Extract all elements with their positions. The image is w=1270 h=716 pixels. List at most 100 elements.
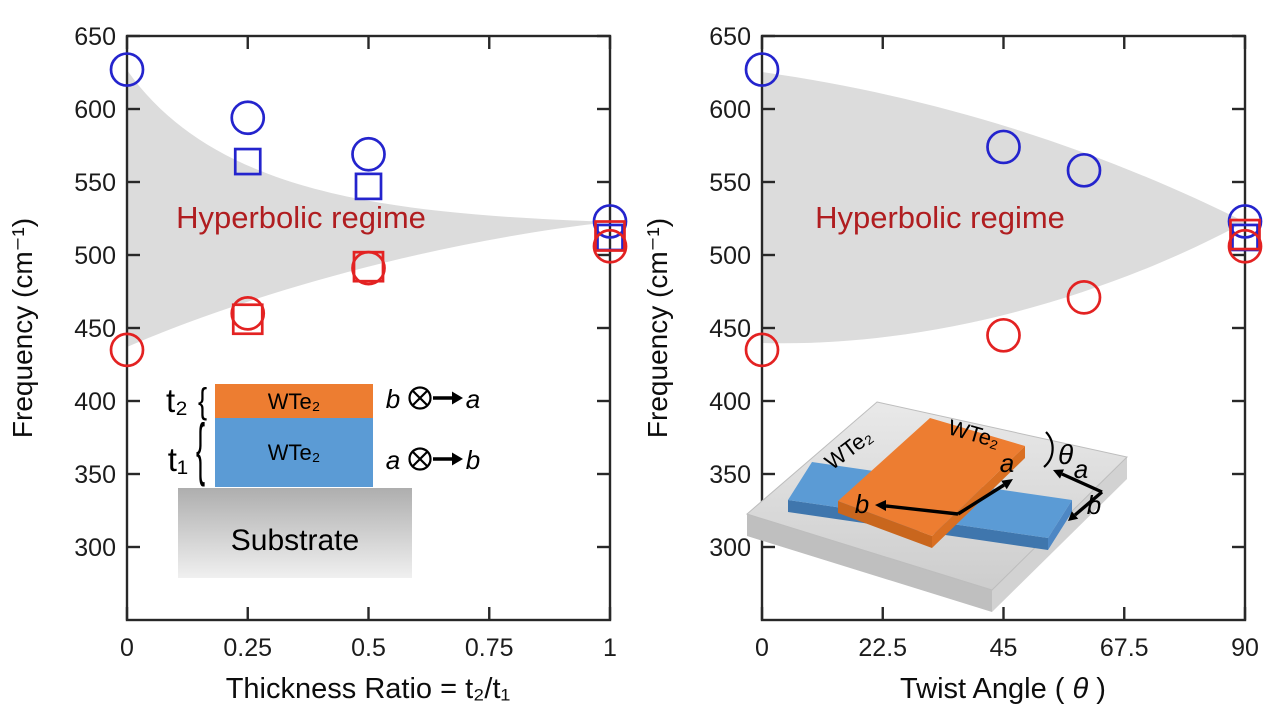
right-data-marker-circle	[744, 332, 780, 368]
right-tick-labels: 0 22.5 45 67.5 90 650 600 550 500 450 400 350 300	[709, 23, 1259, 662]
y-tick-label: 650	[74, 23, 116, 51]
twist-angle-label: θ	[1058, 439, 1073, 470]
right-data-marker-square	[1229, 218, 1261, 251]
top-flake-side-left	[838, 501, 932, 548]
right-arrow-icon	[452, 452, 463, 466]
b-axis-arrow	[885, 504, 959, 516]
x-tick-label: 90	[1231, 634, 1259, 662]
into-page-icon	[408, 386, 432, 410]
hyperbolic-region-left	[127, 70, 610, 347]
top-layer-rect	[215, 384, 373, 418]
bottom-flake-end	[1048, 500, 1072, 550]
left-data-marker-circle	[230, 100, 266, 136]
y-tick-label: 350	[74, 461, 116, 489]
left-data-marker-square	[354, 172, 383, 201]
right-data-marker-circle	[744, 52, 780, 87]
layer-stack-inset: t₂ t₁ { { WTe₂ WTe₂ Substrate b a a	[166, 380, 480, 578]
theta-symbol: θ	[1073, 673, 1089, 705]
left-data-marker-circle	[109, 52, 145, 87]
a-axis-arrow	[1001, 479, 1013, 490]
right-data-marker-circle	[1066, 152, 1102, 188]
b-axis-arrow	[875, 500, 886, 511]
left-data-marker-square	[352, 250, 385, 283]
y-tick-label: 450	[709, 315, 751, 343]
left-x-axis-title: Thickness Ratio = t₂/t₁	[226, 673, 511, 705]
left-panel: Hyperbolic regime 0 0.25 0.5 0.75 1 650 600 550…	[7, 23, 628, 705]
into-page-icon	[411, 450, 429, 468]
left-data-marker-square	[233, 147, 262, 176]
bottom-layer-label: WTe₂	[268, 440, 321, 465]
left-tick-labels: 0 0.25 0.5 0.75 1 650 600 550 500 450 400 350 300	[74, 23, 617, 662]
y-tick-label: 450	[74, 315, 116, 343]
y-tick-label: 600	[709, 96, 751, 124]
y-tick-label: 350	[709, 461, 751, 489]
left-data-marker-circle	[230, 296, 266, 331]
platform-side-right	[992, 457, 1127, 612]
x-tick-label: 0.75	[465, 634, 514, 662]
bottom-layer-rect	[215, 418, 373, 487]
right-data-marker-circle	[986, 317, 1021, 353]
bottom-axes-annotation: a b	[386, 445, 480, 475]
y-tick-label: 500	[709, 242, 751, 270]
x-axis-title-suffix: )	[1096, 673, 1106, 705]
x-axis-title-prefix: Twist Angle (	[900, 673, 1065, 705]
x-tick-label: 0	[120, 634, 134, 662]
bottom-flake-a-label: a	[1074, 454, 1088, 484]
right-arrow-icon	[452, 391, 463, 405]
left-data-marker-square	[594, 220, 626, 252]
bottom-right-axis-label: b	[466, 445, 480, 475]
left-data-marker-circle	[592, 228, 628, 264]
twist-inset: WTe₂ WTe₂ θ b a a b	[745, 401, 1129, 612]
twist-angle-arc	[1043, 431, 1054, 468]
x-tick-label: 0.5	[351, 634, 386, 662]
bottom-flake-b-label: b	[1087, 490, 1101, 520]
t1-brace: {	[196, 412, 205, 488]
top-right-axis-label: a	[466, 384, 480, 414]
bottom-left-axis-label: a	[386, 445, 400, 475]
y-tick-label: 550	[709, 169, 751, 197]
b-axis-arrow	[1068, 511, 1079, 521]
regime-label-right: Hyperbolic regime	[815, 200, 1065, 235]
left-data-marker-circle	[351, 136, 386, 172]
platform-side-left	[747, 514, 992, 612]
y-tick-label: 300	[709, 534, 751, 562]
left-plot-frame	[125, 34, 612, 622]
y-tick-label: 300	[74, 534, 116, 562]
y-tick-label: 400	[74, 388, 116, 416]
right-plot-frame	[760, 34, 1247, 622]
right-data-marker-circle	[1227, 228, 1263, 264]
top-flake-a-label: a	[1000, 448, 1014, 478]
t2-brace: {	[198, 380, 207, 421]
x-tick-label: 67.5	[1100, 634, 1149, 662]
top-layer-label: WTe₂	[268, 389, 321, 414]
a-axis-arrow	[957, 483, 1005, 516]
right-data-marker-circle	[986, 129, 1021, 165]
left-data-marker-circle	[109, 332, 145, 368]
b-axis-arrow	[1073, 490, 1104, 517]
x-tick-label: 0	[755, 634, 769, 662]
top-flake-axes: b a	[855, 448, 1014, 519]
substrate-label: Substrate	[231, 524, 359, 557]
bottom-flake-axes: a b	[1053, 454, 1104, 521]
x-tick-label: 45	[990, 634, 1018, 662]
substrate-rect	[178, 488, 412, 578]
right-panel: Hyperbolic regime 0 22.5 45 67.5 90 650 600 550…	[642, 23, 1263, 705]
top-left-axis-label: b	[386, 384, 400, 414]
a-axis-arrow	[1061, 472, 1103, 494]
into-page-icon	[411, 389, 429, 407]
x-tick-label: 0.25	[223, 634, 272, 662]
right-y-axis-title: Frequency (cm⁻¹)	[642, 218, 673, 438]
t1-label: t₁	[168, 441, 188, 478]
y-tick-label: 500	[74, 242, 116, 270]
into-page-icon	[408, 447, 432, 471]
top-flake-side-right	[932, 446, 1025, 548]
right-x-axis-title: Twist Angle ( θ )	[900, 673, 1106, 705]
x-tick-label: 1	[603, 634, 617, 662]
a-axis-arrow	[1053, 469, 1064, 479]
regime-label-left: Hyperbolic regime	[176, 200, 426, 235]
y-tick-label: 600	[74, 96, 116, 124]
x-tick-label: 22.5	[858, 634, 907, 662]
right-markers	[744, 52, 1263, 368]
